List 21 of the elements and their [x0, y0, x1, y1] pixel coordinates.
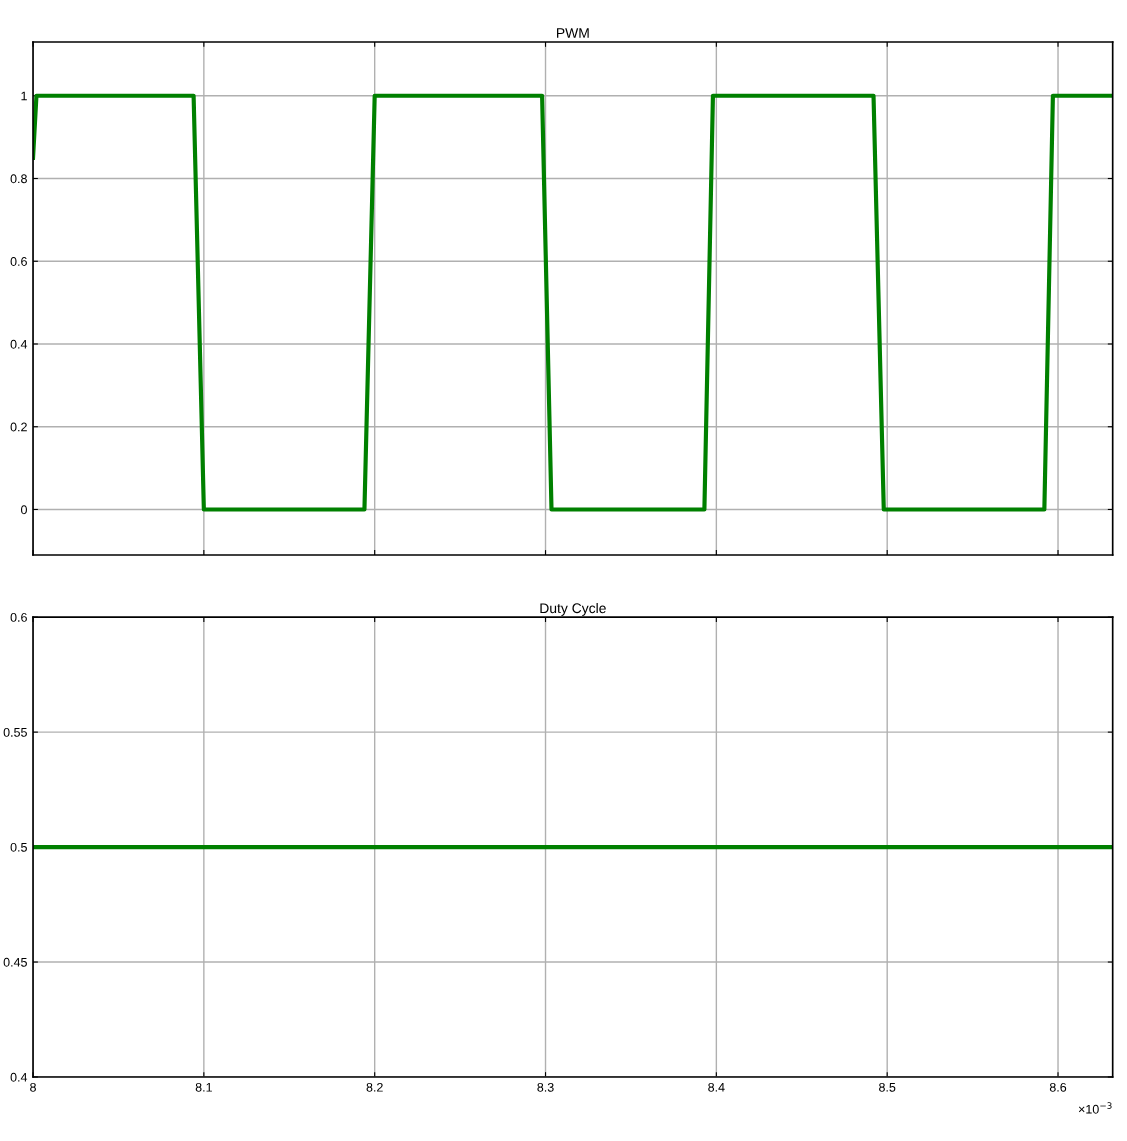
x-tick-label: 8.4: [708, 1082, 725, 1092]
y-tick-label: 0.2: [10, 422, 27, 432]
chart-title: PWM: [557, 28, 589, 38]
y-tick-label: 0: [21, 505, 27, 515]
text: ×10$^{−3}$: [1078, 1102, 1112, 1114]
y-tick-label: 0.55: [3, 727, 27, 737]
y-tick-label: 0.5: [10, 842, 27, 852]
y-tick-label: 0.4: [10, 339, 28, 349]
y-tick-label: 0.6: [10, 257, 27, 266]
y-tick-label: 0.4: [10, 1072, 28, 1082]
x-tick-label: 8.1: [195, 1082, 212, 1092]
chart-title: Duty Cycle: [540, 602, 606, 616]
x-tick-label: 8.3: [537, 1082, 554, 1092]
x-tick-label: 8: [30, 1082, 36, 1092]
y-tick-label: 0.6: [10, 612, 27, 622]
y-tick-label: 0.8: [10, 174, 27, 184]
x-tick-label: 8.2: [366, 1082, 383, 1092]
y-tick-label: 0.45: [3, 957, 27, 967]
x-tick-label: 8.5: [879, 1082, 896, 1092]
y-tick-label: 1: [21, 91, 27, 101]
x-tick-label: 8.6: [1049, 1082, 1067, 1092]
